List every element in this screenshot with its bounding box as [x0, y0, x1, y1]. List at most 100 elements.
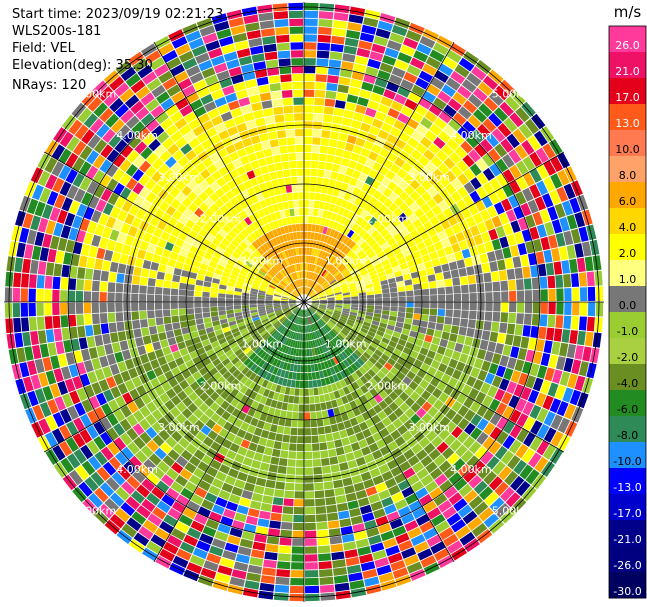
- velocity-gate: [244, 207, 253, 216]
- velocity-gate: [284, 288, 292, 294]
- velocity-gate: [386, 223, 396, 233]
- velocity-gate: [363, 337, 372, 345]
- velocity-gate: [529, 226, 540, 240]
- velocity-gate: [216, 70, 230, 81]
- velocity-gate: [60, 290, 68, 302]
- velocity-gate: [239, 327, 248, 334]
- velocity-gate: [146, 492, 161, 506]
- velocity-gate: [516, 313, 524, 325]
- velocity-gate: [438, 63, 454, 77]
- velocity-gate: [217, 565, 233, 576]
- velocity-gate: [289, 297, 297, 300]
- velocity-gate: [57, 353, 68, 368]
- velocity-gate: [121, 200, 133, 213]
- velocity-gate: [201, 339, 211, 347]
- velocity-gate: [462, 194, 474, 207]
- velocity-gate: [44, 316, 53, 330]
- velocity-gate: [295, 129, 304, 137]
- velocity-gate: [254, 238, 262, 247]
- velocity-gate: [453, 498, 468, 512]
- velocity-gate: [344, 37, 359, 47]
- velocity-gate: [304, 538, 317, 546]
- velocity-gate: [313, 208, 319, 217]
- velocity-gate: [16, 347, 26, 363]
- velocity-gate: [100, 323, 110, 334]
- velocity-gate: [290, 578, 304, 586]
- velocity-gate: [344, 403, 352, 412]
- velocity-gate: [238, 273, 247, 280]
- velocity-gate: [276, 368, 282, 377]
- velocity-gate: [327, 303, 335, 306]
- velocity-gate: [31, 421, 44, 438]
- velocity-gate: [332, 286, 341, 291]
- velocity-gate: [206, 466, 218, 478]
- velocity-gate: [243, 249, 251, 258]
- velocity-gate: [128, 135, 142, 149]
- velocity-gate: [311, 298, 319, 301]
- velocity-gate: [318, 11, 334, 20]
- velocity-gate: [310, 168, 318, 177]
- velocity-gate: [91, 357, 102, 371]
- velocity-gate: [279, 226, 286, 235]
- velocity-gate: [93, 184, 106, 199]
- velocity-gate: [390, 100, 404, 112]
- velocity-gate: [311, 296, 319, 300]
- velocity-gate: [284, 346, 290, 354]
- velocity-gate: [291, 273, 296, 281]
- velocity-gate: [145, 191, 157, 204]
- velocity-gate: [367, 58, 381, 69]
- velocity-gate: [210, 412, 221, 423]
- velocity-gate: [397, 257, 407, 265]
- range-ring-label: 5.00km: [75, 87, 117, 100]
- velocity-gate: [494, 249, 504, 261]
- velocity-gate: [276, 227, 282, 236]
- velocity-gate: [171, 227, 181, 238]
- velocity-gate: [407, 527, 422, 539]
- velocity-gate: [564, 288, 572, 301]
- velocity-gate: [355, 378, 364, 388]
- velocity-gate: [443, 384, 454, 396]
- velocity-gate: [47, 342, 57, 356]
- velocity-gate: [387, 441, 399, 452]
- velocity-gate: [55, 341, 65, 355]
- velocity-gate: [406, 302, 414, 308]
- velocity-gate: [327, 408, 335, 417]
- velocity-gate: [509, 180, 521, 194]
- velocity-gate: [409, 330, 418, 338]
- velocity-gate: [327, 512, 339, 521]
- velocity-gate: [188, 425, 200, 437]
- velocity-gate: [336, 502, 349, 512]
- velocity-gate: [477, 369, 488, 382]
- velocity-gate: [42, 357, 53, 372]
- velocity-gate: [93, 102, 108, 118]
- velocity-gate: [335, 300, 343, 302]
- velocity-gate: [178, 214, 189, 225]
- velocity-gate: [107, 312, 116, 323]
- velocity-gate: [278, 325, 285, 333]
- velocity-gate: [332, 314, 340, 320]
- velocity-gate: [333, 288, 341, 293]
- range-ring-label: 3.00km: [408, 171, 450, 184]
- velocity-gate: [72, 376, 83, 390]
- velocity-gate: [518, 123, 533, 139]
- velocity-gate: [72, 173, 85, 188]
- velocity-gate: [87, 96, 103, 112]
- velocity-gate: [431, 513, 446, 527]
- velocity-gate: [280, 410, 287, 419]
- velocity-gate: [184, 481, 198, 493]
- velocity-gate: [116, 124, 131, 139]
- velocity-gate: [447, 215, 458, 227]
- velocity-gate: [99, 281, 108, 292]
- velocity-gate: [200, 425, 212, 436]
- velocity-gate: [277, 50, 291, 59]
- velocity-gate: [192, 371, 202, 381]
- velocity-gate: [224, 542, 239, 553]
- velocity-gate: [343, 272, 352, 279]
- velocity-gate: [578, 316, 587, 331]
- velocity-gate: [584, 331, 594, 347]
- velocity-gate: [354, 197, 363, 207]
- range-ring-label: 2.00km: [367, 213, 409, 226]
- velocity-gate: [207, 430, 218, 441]
- velocity-gate: [291, 293, 298, 298]
- velocity-gate: [325, 310, 333, 315]
